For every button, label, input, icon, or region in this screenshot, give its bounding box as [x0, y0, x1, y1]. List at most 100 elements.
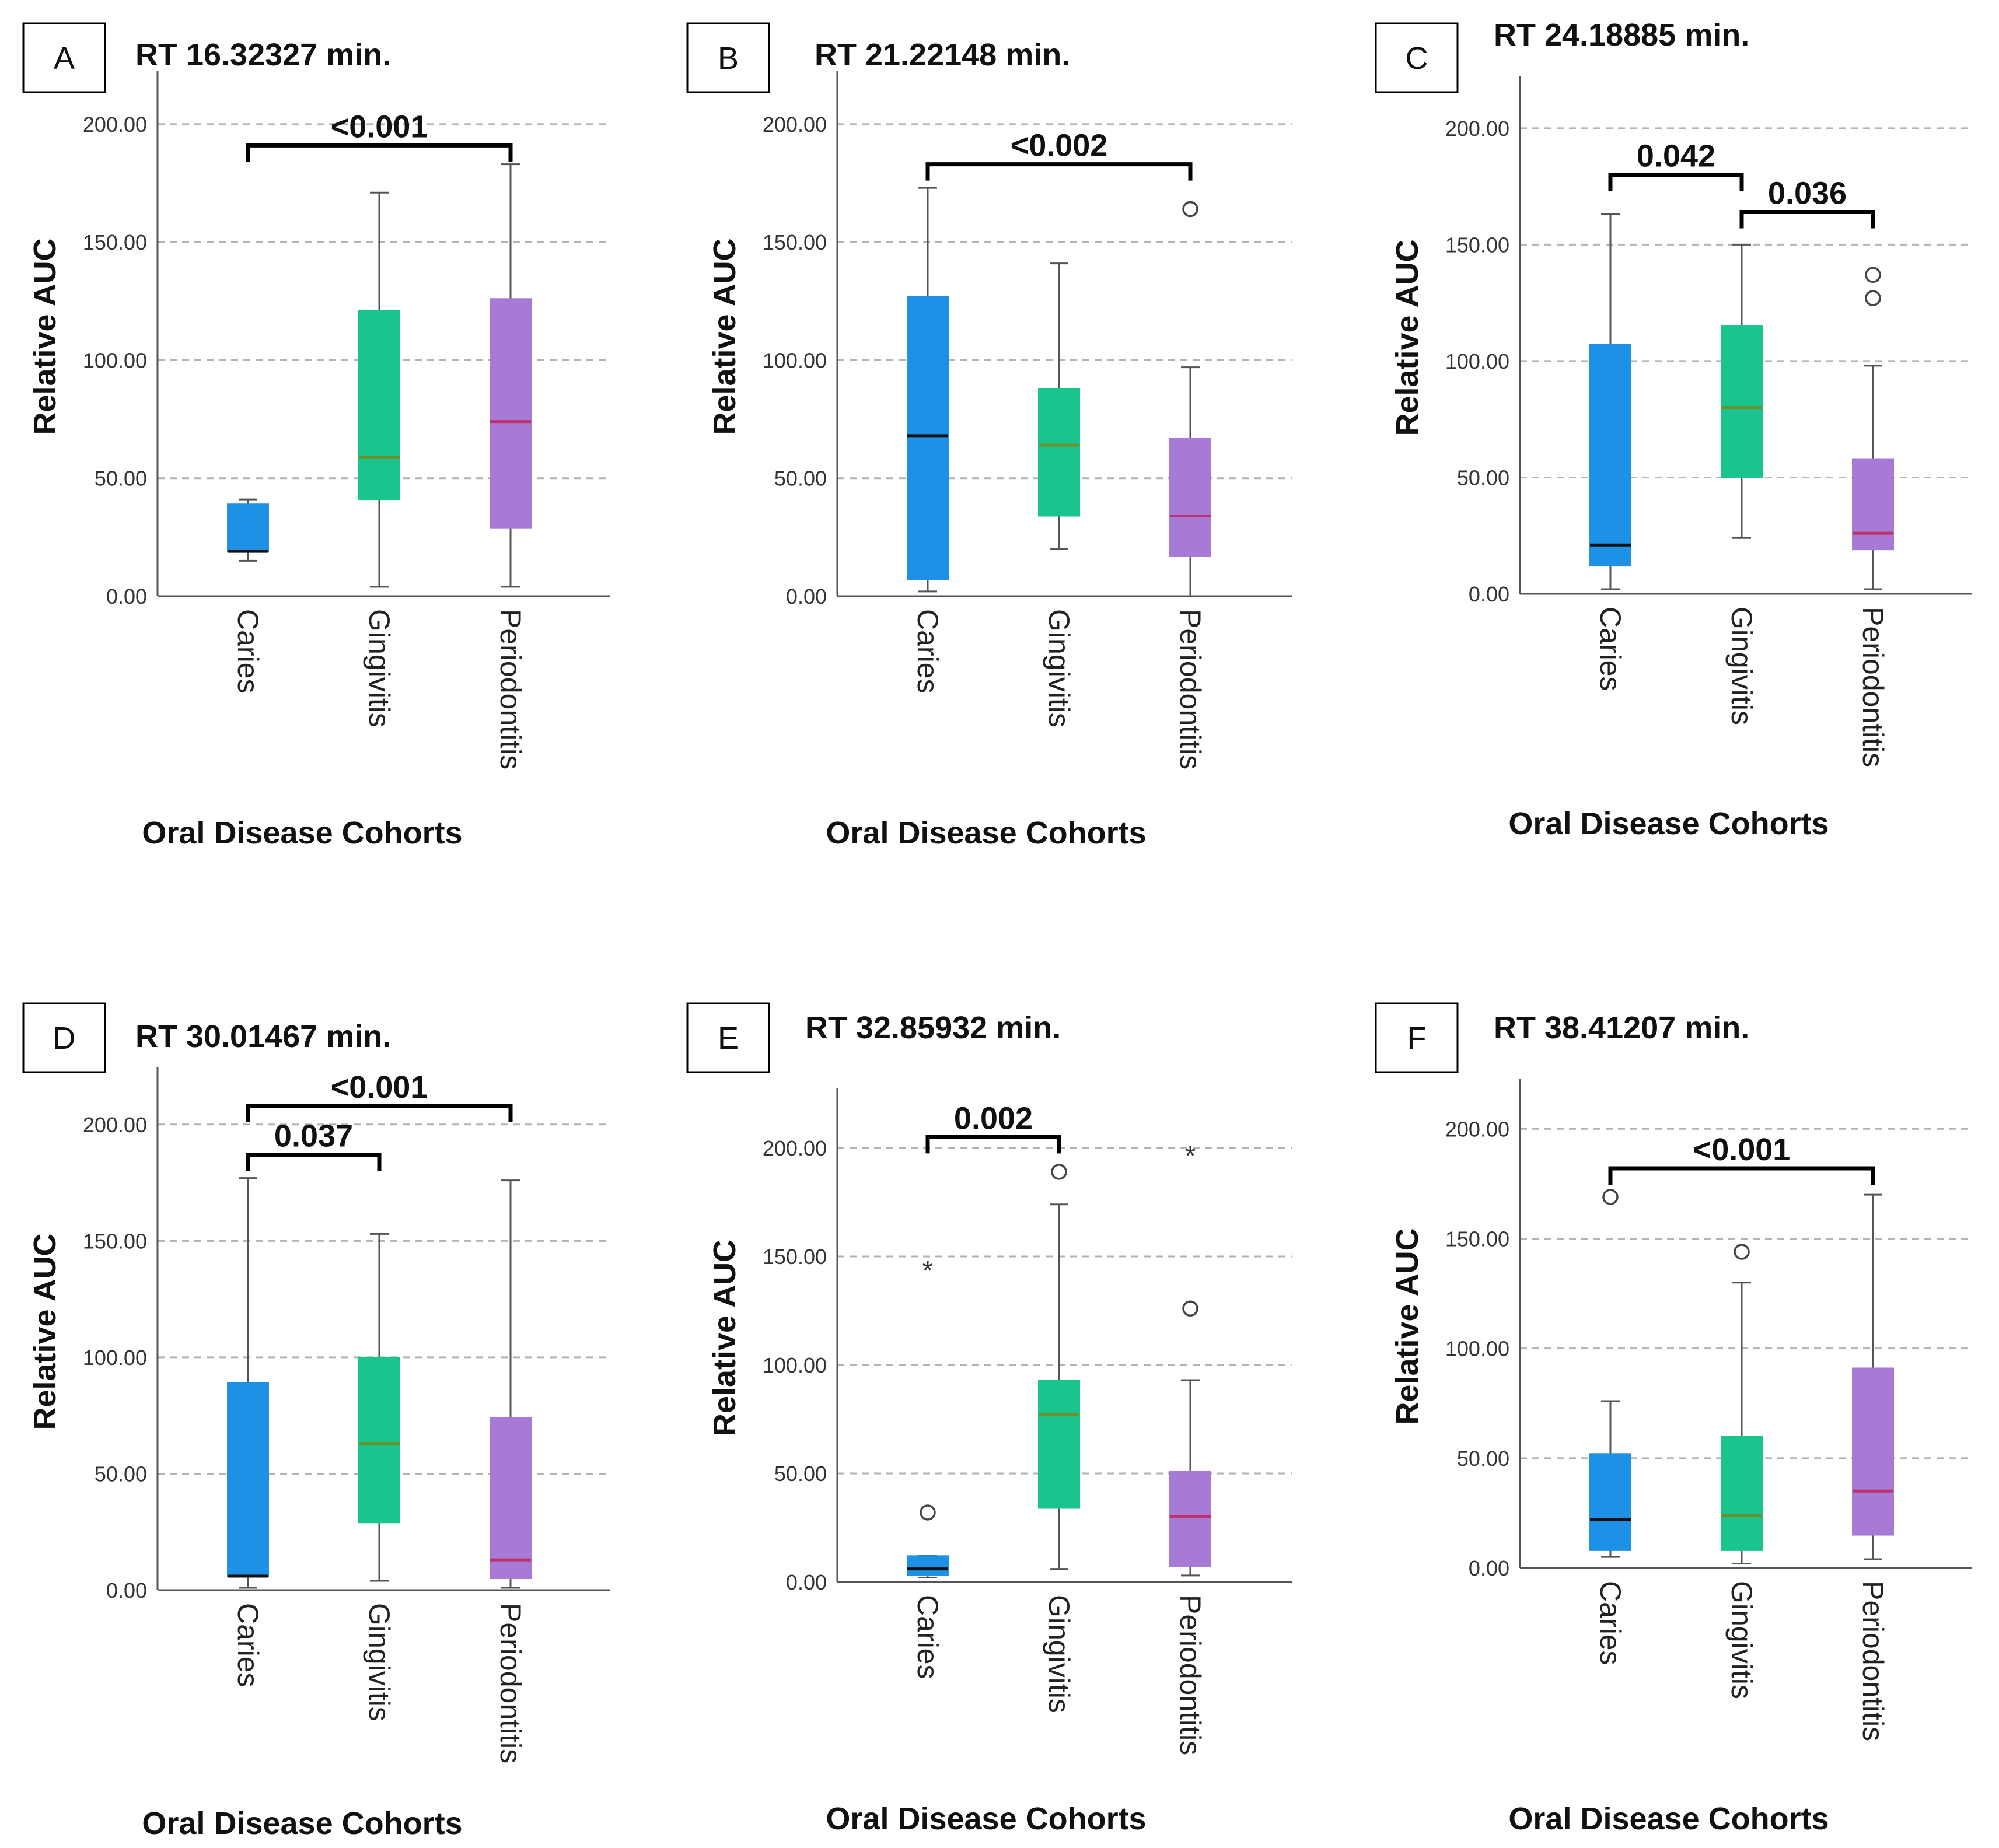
box-iqr [1721, 1436, 1763, 1551]
box-caries [227, 498, 269, 562]
panel-label: D [53, 1021, 76, 1056]
p-value-label: <0.002 [1011, 128, 1108, 163]
box-iqr [358, 1356, 400, 1524]
y-tick-label: 50.00 [95, 1462, 147, 1486]
panel-A: A RT 16.32327 min. 0.00 50.00 100.00 150.00 20… [22, 22, 610, 850]
p-value-label: <0.001 [1693, 1132, 1791, 1167]
y-tick-label: 50.00 [1457, 1447, 1509, 1471]
y-tick-label: 100.00 [763, 1353, 827, 1377]
y-tick-label: 0.00 [106, 1578, 147, 1602]
chart-title: RT 21.22148 min. [815, 37, 1070, 72]
box-iqr [907, 1555, 949, 1576]
significance-bracket [925, 162, 1193, 181]
category-label: Caries [1594, 607, 1627, 691]
panel-label-box [1375, 1002, 1459, 1073]
box-iqr [1589, 344, 1631, 567]
y-tick-label: 200.00 [83, 1113, 147, 1137]
box-iqr [1169, 1471, 1211, 1567]
y-tick-label: 200.00 [1445, 1117, 1509, 1141]
category-label: Periodontitis [1174, 609, 1207, 769]
x-axis-label: Oral Disease Cohorts [142, 816, 462, 850]
category-label: Caries [232, 609, 264, 693]
outlier-point [1865, 267, 1881, 283]
x-axis-label: Oral Disease Cohorts [826, 1801, 1146, 1836]
extreme-outlier-point: * [922, 1256, 934, 1287]
outlier-point [1865, 290, 1881, 306]
y-axis-label: Relative AUC [1390, 1228, 1425, 1424]
panel-E: E RT 32.85932 min. 0.00 50.00 100.00 150.00 20… [686, 1002, 1292, 1836]
p-value-label: 0.042 [1637, 139, 1715, 174]
y-tick-label: 100.00 [1445, 1337, 1509, 1361]
panel-label: F [1407, 1021, 1427, 1056]
box-periodontitis: * [1169, 1140, 1211, 1577]
p-value-label: 0.002 [954, 1101, 1033, 1136]
y-tick-label: 100.00 [1445, 349, 1509, 373]
y-tick-label: 150.00 [83, 230, 147, 254]
box-iqr [358, 310, 400, 501]
box-iqr [1852, 458, 1894, 551]
y-tick-label: 200.00 [763, 113, 827, 136]
y-tick-label: 0.00 [786, 584, 827, 608]
box-gingivitis [358, 1233, 400, 1582]
panel-C: C RT 24.18885 min. 0.00 50.00 100.00 150.00 20… [1375, 18, 1972, 841]
box-caries: * [907, 1256, 949, 1579]
box-iqr [1721, 326, 1763, 478]
panel-label: A [54, 41, 75, 76]
box-periodontitis [1852, 267, 1894, 590]
panel-label: C [1406, 41, 1428, 76]
significance-bracket [1608, 1166, 1875, 1185]
y-tick-label: 150.00 [1445, 1227, 1509, 1251]
significance-bracket [246, 143, 513, 162]
y-tick-label: 50.00 [95, 467, 147, 491]
significance-bracket [246, 1153, 382, 1171]
x-axis-label: Oral Disease Cohorts [142, 1806, 462, 1841]
panel-label: B [718, 41, 739, 76]
box-caries [227, 1177, 269, 1589]
y-tick-label: 150.00 [1445, 233, 1509, 257]
box-iqr [1589, 1453, 1631, 1551]
y-axis-label: Relative AUC [27, 238, 62, 435]
x-axis-label: Oral Disease Cohorts [1508, 1801, 1829, 1836]
panel-D: D RT 30.01467 min. 0.00 50.00 100.00 150.00 20… [22, 1002, 610, 1841]
category-label: Periodontitis [494, 1603, 527, 1763]
y-tick-label: 100.00 [763, 348, 827, 372]
y-axis-label: Relative AUC [27, 1233, 62, 1430]
panel-label-box [22, 22, 106, 93]
panel-label: E [718, 1021, 739, 1056]
box-iqr [1852, 1367, 1894, 1536]
y-tick-label: 200.00 [1445, 117, 1509, 141]
box-iqr [490, 298, 532, 528]
category-label: Periodontitis [1857, 1581, 1889, 1741]
category-label: Gingivitis [1043, 1595, 1075, 1713]
x-axis-label: Oral Disease Cohorts [826, 816, 1146, 850]
y-tick-label: 50.00 [1457, 466, 1509, 489]
y-tick-label: 0.00 [786, 1570, 827, 1594]
category-label: Gingivitis [363, 1603, 396, 1721]
category-label: Gingivitis [363, 609, 396, 727]
y-tick-label: 0.00 [106, 584, 147, 608]
chart-title: RT 30.01467 min. [135, 1019, 391, 1054]
category-label: Periodontitis [1174, 1595, 1207, 1755]
panel-label-box [22, 1002, 106, 1073]
box-gingivitis [1038, 1164, 1080, 1570]
y-tick-label: 200.00 [763, 1136, 827, 1160]
extreme-outlier-point: * [1185, 1140, 1196, 1171]
y-axis-label: Relative AUC [1390, 239, 1425, 436]
chart-title: RT 24.18885 min. [1494, 18, 1749, 52]
x-axis-label: Oral Disease Cohorts [1508, 806, 1829, 841]
outlier-point [920, 1504, 936, 1521]
outlier-point [1182, 1300, 1198, 1317]
box-periodontitis [1169, 201, 1211, 597]
box-iqr [490, 1417, 532, 1580]
category-label: Caries [232, 1603, 264, 1687]
significance-bracket [246, 1104, 513, 1122]
outlier-point [1734, 1244, 1750, 1260]
box-iqr [227, 1382, 269, 1577]
category-label: Caries [911, 1595, 944, 1679]
box-gingivitis [1038, 262, 1080, 550]
y-axis-label: Relative AUC [707, 238, 742, 435]
category-label: Gingivitis [1043, 609, 1075, 727]
y-tick-label: 0.00 [1469, 582, 1509, 606]
box-iqr [1038, 1380, 1080, 1509]
